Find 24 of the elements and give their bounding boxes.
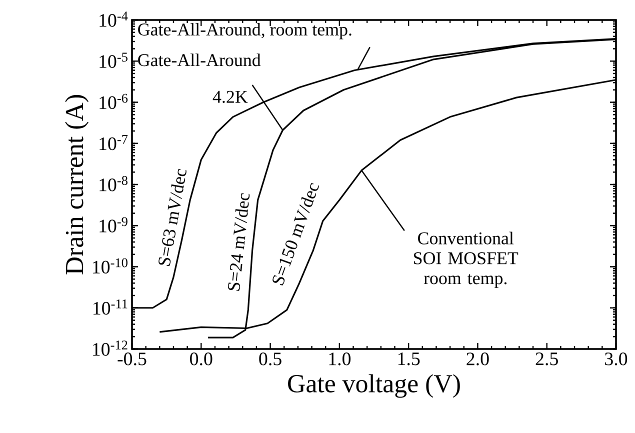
y-tick-label: 10$^{-6}$ (100, 94, 128, 110)
x-tick-label: 3.0 (605, 352, 628, 366)
x-tick-label: 1.0 (329, 352, 351, 366)
y-tick-label: 10$^{-5}$ (100, 52, 128, 68)
annotation: S=150 mV/dec (272, 183, 319, 286)
y-tick-label: 10$^{-11}$ (94, 299, 128, 315)
y-tick-label: 10$^{-9}$ (100, 217, 128, 232)
annotation: S=24 mV/dec (228, 193, 250, 291)
y-tick-label: 10$^{-8}$ (100, 176, 128, 192)
x-tick-label: 0.5 (259, 352, 282, 366)
x-tick-label: 1.5 (398, 352, 420, 366)
x-tick-label: 2.0 (466, 352, 489, 366)
annotation: Conventional SOI MOSFET room temp. (414, 232, 518, 288)
annotation: 4.2K (212, 90, 248, 103)
annotation: Gate-All-Around (138, 54, 261, 66)
annotation: Gate-All-Around, room temp. (138, 22, 352, 40)
annotation: S=63 mV/dec (158, 168, 186, 266)
y-tick-label: 10$^{-4}$ (100, 12, 128, 27)
x-tick-label: 2.5 (536, 352, 558, 366)
x-axis-title: Gate voltage (V) (288, 374, 460, 398)
y-tick-label: 10$^{-10}$ (93, 258, 128, 274)
y-axis-title: Drain current (A) (65, 95, 89, 274)
y-tick-label: 10$^{-7}$ (100, 135, 128, 150)
x-tick-label: 0.0 (190, 352, 212, 366)
